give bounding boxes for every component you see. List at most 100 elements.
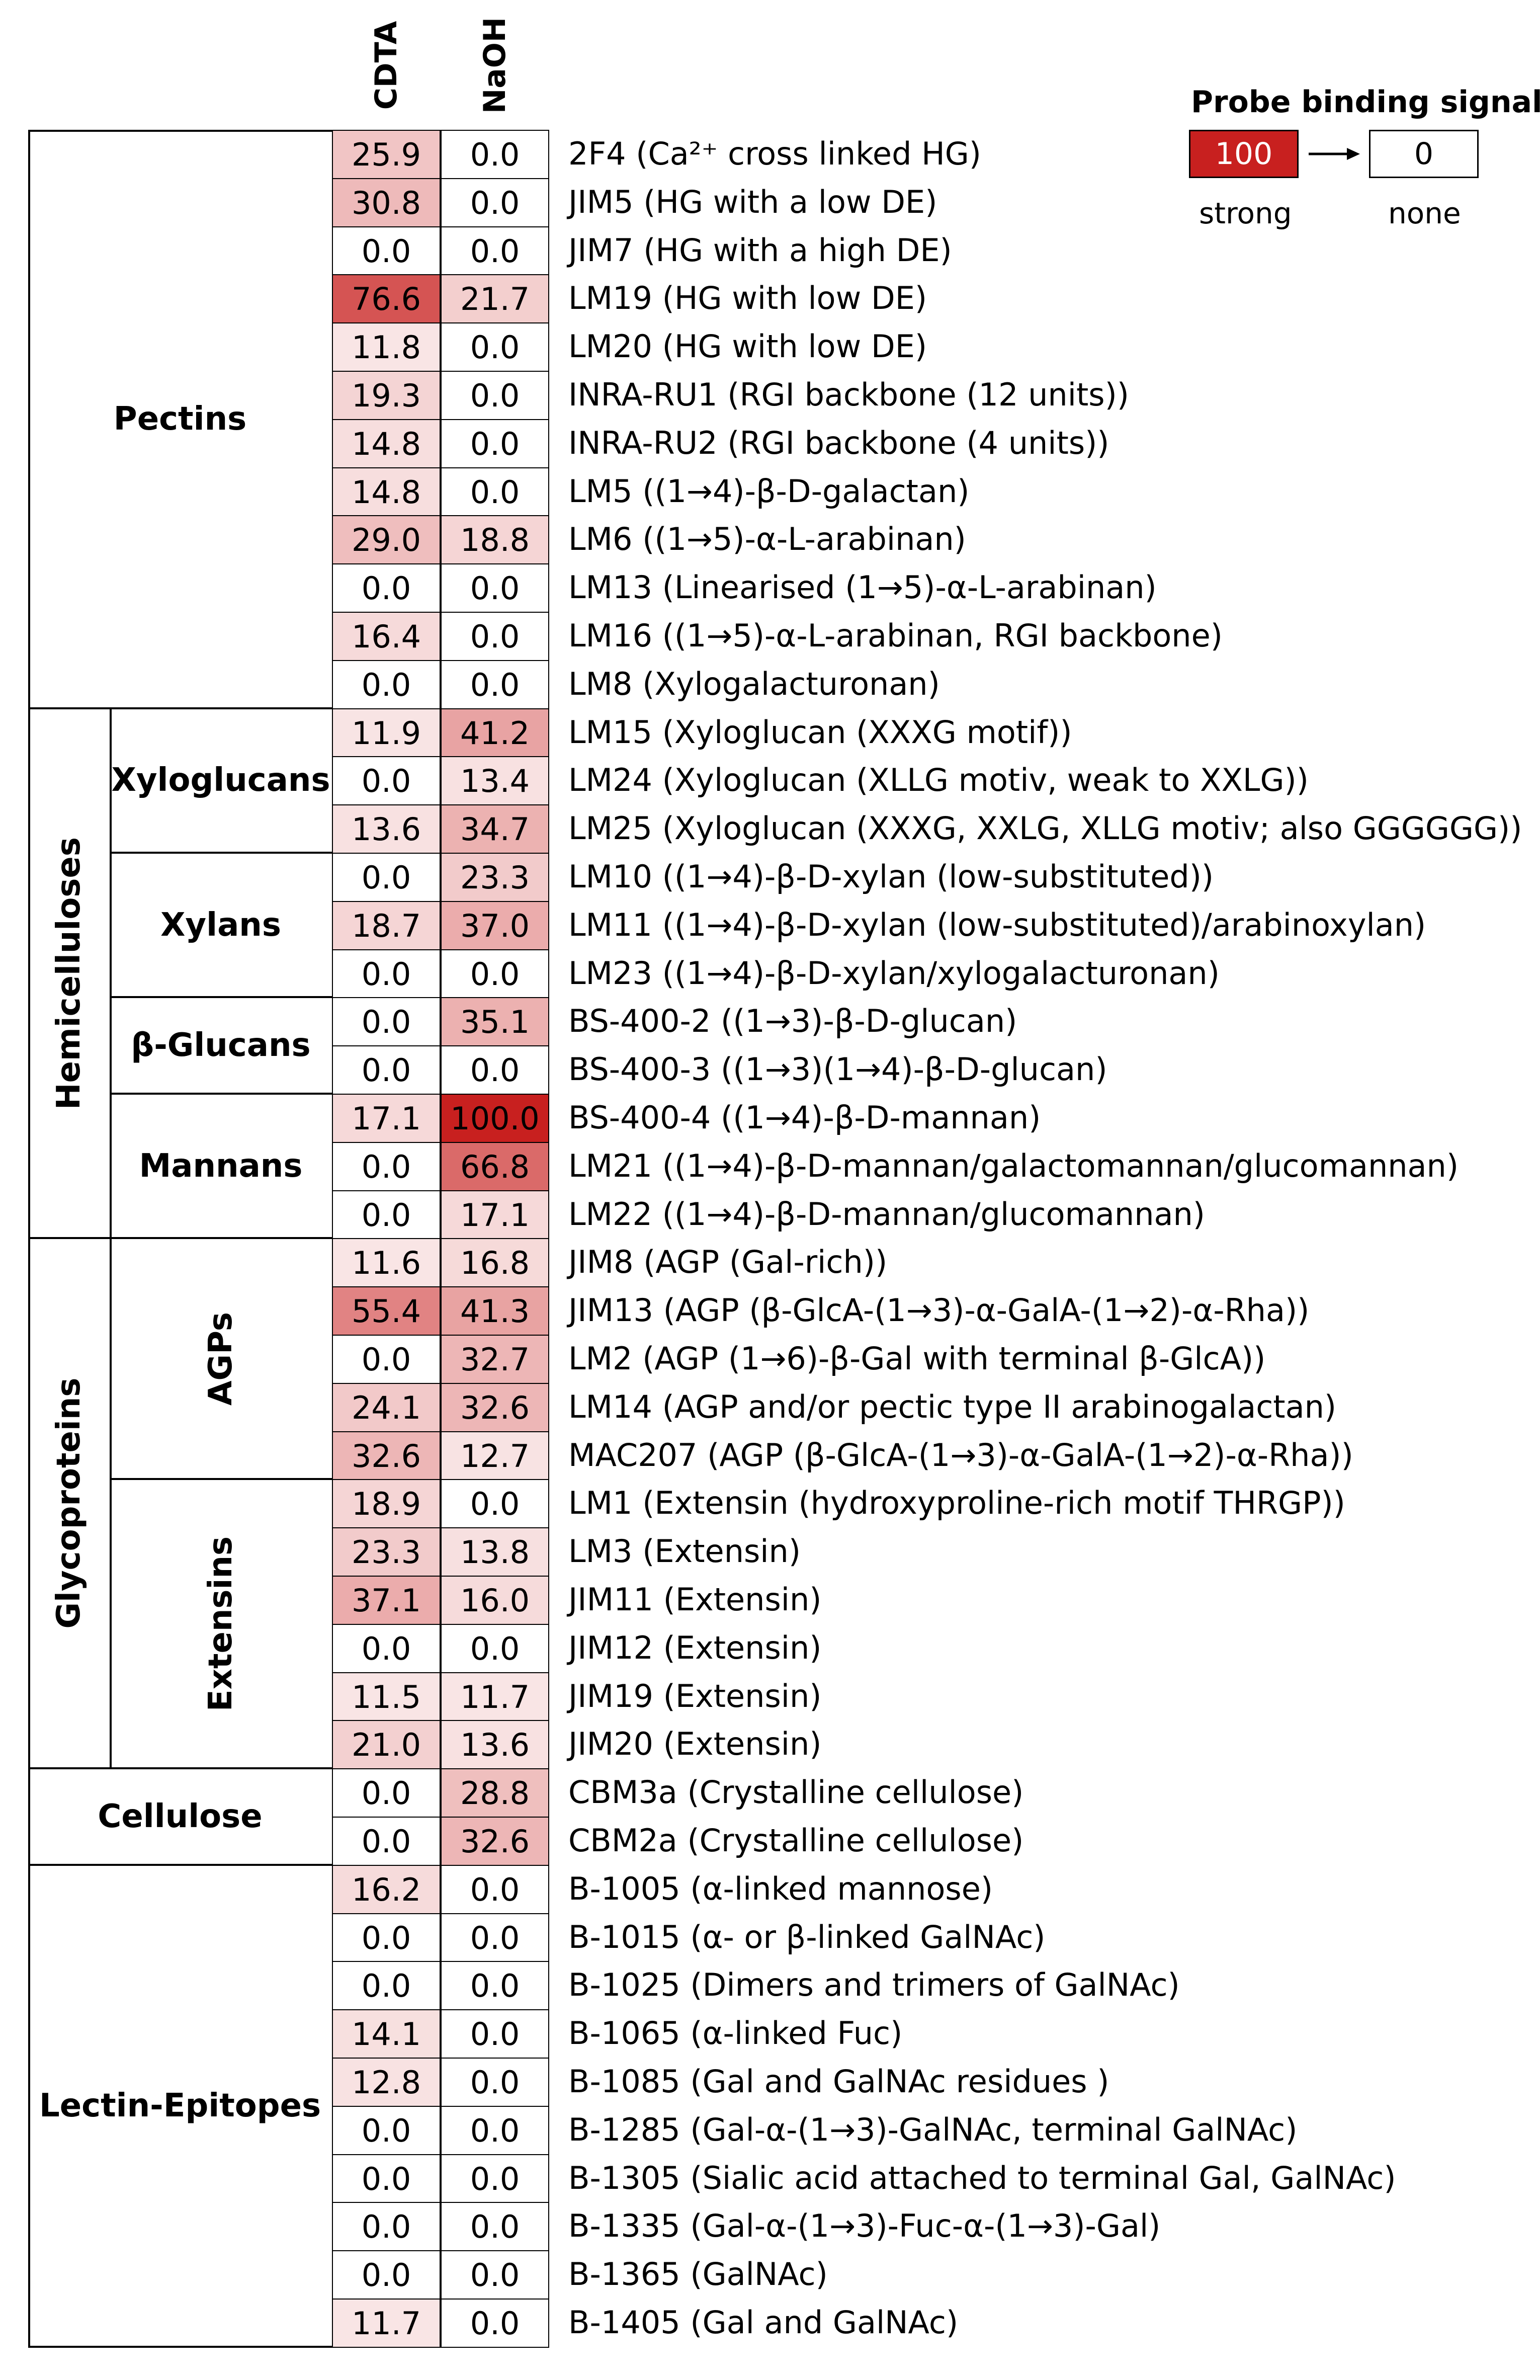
probe-label: JIM11 (Extensin) bbox=[568, 1581, 822, 1618]
heatmap-cell-naoh: 12.7 bbox=[441, 1431, 549, 1481]
probe-label: MAC207 (AGP (β-GlcA-(1→3)-α-GalA-(1→2)-α… bbox=[568, 1436, 1353, 1473]
heatmap-cell-naoh: 16.8 bbox=[441, 1238, 549, 1288]
probe-label: LM15 (Xyloglucan (XXXG motif)) bbox=[568, 713, 1072, 751]
group-label: Pectins bbox=[113, 400, 247, 438]
heatmap-cell-naoh: 23.3 bbox=[441, 853, 549, 902]
heatmap-cell-cdta: 0.0 bbox=[332, 1961, 441, 2011]
heatmap-cell-cdta: 18.7 bbox=[332, 900, 441, 950]
legend-title: Probe binding signal bbox=[1191, 85, 1540, 120]
column-header-naoh: NaOH bbox=[477, 17, 512, 114]
heatmap-cell-cdta: 24.1 bbox=[332, 1382, 441, 1432]
group-label: Lectin-Epitopes bbox=[39, 2087, 321, 2124]
probe-label: JIM19 (Extensin) bbox=[568, 1677, 822, 1714]
probe-label: INRA-RU2 (RGI backbone (4 units)) bbox=[568, 424, 1109, 461]
heatmap-cell-cdta: 0.0 bbox=[332, 660, 441, 709]
probe-label: LM11 ((1→4)-β-D-xylan (low-substituted)/… bbox=[568, 906, 1426, 943]
heatmap-cell-cdta: 25.9 bbox=[332, 130, 441, 179]
probe-label: LM8 (Xylogalacturonan) bbox=[568, 665, 940, 702]
heatmap-cell-naoh: 28.8 bbox=[441, 1768, 549, 1818]
heatmap-cell-cdta: 0.0 bbox=[332, 1141, 441, 1191]
heatmap-cell-cdta: 0.0 bbox=[332, 2154, 441, 2203]
heatmap-cell-naoh: 0.0 bbox=[441, 1623, 549, 1673]
heatmap-cell-naoh: 32.7 bbox=[441, 1335, 549, 1384]
heatmap-cell-cdta: 0.0 bbox=[332, 1817, 441, 1866]
probe-label: LM23 ((1→4)-β-D-xylan/xylogalacturonan) bbox=[568, 954, 1220, 992]
heatmap-cell-naoh: 41.2 bbox=[441, 708, 549, 758]
subgroup-bottom-line bbox=[110, 996, 332, 999]
probe-label: JIM20 (Extensin) bbox=[568, 1726, 822, 1763]
heatmap-cell-naoh: 13.4 bbox=[441, 756, 549, 806]
heatmap-cell-cdta: 0.0 bbox=[332, 853, 441, 902]
subgroup-bottom-line bbox=[110, 1093, 332, 1095]
heatmap-cell-cdta: 13.6 bbox=[332, 804, 441, 854]
heatmap-cell-naoh: 0.0 bbox=[441, 2154, 549, 2203]
probe-label: B-1285 (Gal-α-(1→3)-GalNAc, terminal Gal… bbox=[568, 2111, 1298, 2148]
probe-label: LM21 ((1→4)-β-D-mannan/galactomannan/glu… bbox=[568, 1147, 1459, 1184]
heatmap-cell-cdta: 0.0 bbox=[332, 226, 441, 276]
group-label: Hemicelluloses bbox=[50, 837, 88, 1110]
subgroup-label: Mannans bbox=[139, 1147, 303, 1185]
group-bottom-line bbox=[28, 707, 332, 709]
heatmap-cell-naoh: 0.0 bbox=[441, 612, 549, 661]
legend-arrow-icon bbox=[1309, 148, 1360, 160]
heatmap-cell-cdta: 76.6 bbox=[332, 274, 441, 324]
probe-label: LM16 ((1→5)-α-L-arabinan, RGI backbone) bbox=[568, 617, 1223, 654]
subgroup-divider bbox=[110, 1238, 112, 1769]
legend-strong-label: strong bbox=[1199, 196, 1292, 230]
heatmap-cell-cdta: 11.5 bbox=[332, 1672, 441, 1721]
heatmap-cell-naoh: 0.0 bbox=[441, 660, 549, 709]
probe-label: BS-400-4 ((1→4)-β-D-mannan) bbox=[568, 1099, 1041, 1136]
heatmap-cell-cdta: 14.8 bbox=[332, 467, 441, 517]
probe-label: B-1305 (Sialic acid attached to terminal… bbox=[568, 2159, 1396, 2196]
heatmap-cell-naoh: 0.0 bbox=[441, 178, 549, 227]
subgroup-label: β-Glucans bbox=[131, 1027, 311, 1064]
heatmap-cell-naoh: 0.0 bbox=[441, 1913, 549, 1962]
heatmap-cell-naoh: 0.0 bbox=[441, 226, 549, 276]
heatmap-cell-naoh: 0.0 bbox=[441, 2202, 549, 2252]
heatmap-cell-naoh: 17.1 bbox=[441, 1190, 549, 1240]
heatmap-cell-cdta: 0.0 bbox=[332, 2250, 441, 2300]
heatmap-cell-naoh: 0.0 bbox=[441, 563, 549, 613]
heatmap-cell-cdta: 14.1 bbox=[332, 2009, 441, 2059]
probe-label: B-1405 (Gal and GalNAc) bbox=[568, 2304, 959, 2341]
probe-label: LM6 ((1→5)-α-L-arabinan) bbox=[568, 521, 966, 558]
group-bottom-line bbox=[28, 2345, 332, 2348]
heatmap-cell-cdta: 0.0 bbox=[332, 1913, 441, 1962]
heatmap-cell-cdta: 14.8 bbox=[332, 419, 441, 468]
heatmap-cell-cdta: 0.0 bbox=[332, 1190, 441, 1240]
heatmap-cell-cdta: 16.2 bbox=[332, 1864, 441, 1914]
heatmap-cell-naoh: 41.3 bbox=[441, 1286, 549, 1336]
probe-label: LM25 (Xyloglucan (XXXG, XXLG, XLLG motiv… bbox=[568, 810, 1522, 847]
heatmap-cell-cdta: 29.0 bbox=[332, 515, 441, 565]
subgroup-bottom-line bbox=[110, 1478, 332, 1481]
heatmap-cell-naoh: 0.0 bbox=[441, 322, 549, 372]
probe-label: LM22 ((1→4)-β-D-mannan/glucomannan) bbox=[568, 1195, 1205, 1233]
subgroup-label: AGPs bbox=[202, 1311, 239, 1406]
probe-label: CBM2a (Crystalline cellulose) bbox=[568, 1822, 1024, 1859]
heatmap-cell-naoh: 21.7 bbox=[441, 274, 549, 324]
probe-label: LM14 (AGP and/or pectic type II arabinog… bbox=[568, 1388, 1337, 1425]
group-frame-top bbox=[28, 130, 332, 132]
heatmap-cell-cdta: 19.3 bbox=[332, 371, 441, 420]
heatmap-cell-cdta: 37.1 bbox=[332, 1576, 441, 1625]
probe-label: BS-400-2 ((1→3)-β-D-glucan) bbox=[568, 1003, 1017, 1040]
heatmap-cell-naoh: 0.0 bbox=[441, 2250, 549, 2300]
heatmap-cell-naoh: 32.6 bbox=[441, 1382, 549, 1432]
probe-label: B-1365 (GalNAc) bbox=[568, 2256, 828, 2293]
heatmap-cell-cdta: 55.4 bbox=[332, 1286, 441, 1336]
heatmap-cell-cdta: 32.6 bbox=[332, 1431, 441, 1481]
heatmap-cell-naoh: 0.0 bbox=[441, 1045, 549, 1095]
probe-label: B-1085 (Gal and GalNAc residues ) bbox=[568, 2063, 1109, 2100]
heatmap-cell-naoh: 16.0 bbox=[441, 1576, 549, 1625]
heatmap-cell-cdta: 12.8 bbox=[332, 2058, 441, 2107]
legend-min-swatch: 0 bbox=[1369, 130, 1479, 178]
probe-label: JIM5 (HG with a low DE) bbox=[568, 183, 937, 220]
heatmap-cell-naoh: 0.0 bbox=[441, 2009, 549, 2059]
probe-label: LM10 ((1→4)-β-D-xylan (low-substituted)) bbox=[568, 858, 1214, 895]
heatmap-cell-naoh: 0.0 bbox=[441, 949, 549, 999]
probe-label: LM1 (Extensin (hydroxyproline-rich motif… bbox=[568, 1485, 1345, 1522]
probe-label: 2F4 (Ca²⁺ cross linked HG) bbox=[568, 135, 981, 172]
probe-label: LM5 ((1→4)-β-D-galactan) bbox=[568, 472, 970, 510]
heatmap-cell-cdta: 0.0 bbox=[332, 1768, 441, 1818]
